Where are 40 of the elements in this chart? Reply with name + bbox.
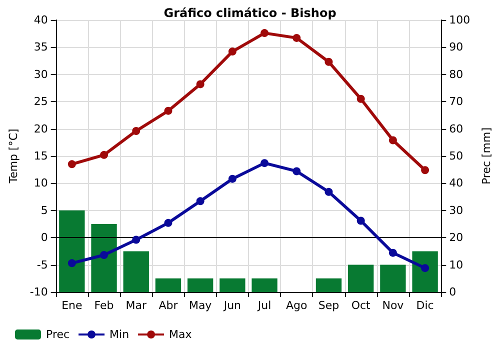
x-tick-label: Mar (126, 299, 147, 312)
x-tick-label: Jul (256, 299, 272, 312)
y-tick-label: -10 (30, 286, 48, 298)
x-tick-label: May (188, 299, 212, 312)
y2-tick-label: 30 (449, 204, 464, 217)
legend-label: Max (169, 328, 192, 341)
x-tick-label: Oct (351, 299, 372, 312)
y-tick-label: 30 (34, 68, 48, 81)
y-axis-title: Temp [°C] (7, 128, 20, 184)
x-tick-label: Abr (158, 299, 178, 312)
y-tick-label: -5 (36, 258, 48, 272)
legend-label: Min (110, 328, 130, 341)
y2-axis-title: Prec [mm] (480, 127, 493, 185)
y-tick-label: 25 (34, 95, 48, 108)
y2-tick-label: 20 (449, 231, 464, 244)
y2-tick-label: 60 (449, 122, 464, 136)
y-tick-label: 10 (34, 176, 48, 190)
y2-tick-label: 40 (449, 176, 464, 190)
x-tick-label: Sep (318, 299, 340, 312)
y-tick-label: 35 (34, 40, 48, 54)
x-tick-label: Ene (62, 299, 82, 312)
y2-tick-label: 100 (449, 14, 470, 26)
y2-tick-label: 50 (449, 150, 464, 162)
x-tick-label: Nov (382, 299, 404, 312)
x-tick-label: Jun (222, 299, 242, 312)
y2-tick-label: 90 (449, 40, 464, 54)
y2-tick-label: 0 (449, 286, 456, 298)
y2-tick-label: 70 (449, 95, 464, 108)
y-tick-label: 20 (34, 122, 48, 136)
y-tick-label: 5 (40, 204, 48, 217)
y-tick-label: 15 (34, 150, 48, 162)
x-tick-label: Dic (416, 299, 434, 312)
y-tick-label: 40 (34, 14, 48, 26)
legend-label: Prec (46, 328, 70, 341)
x-tick-label: Ago (286, 299, 308, 312)
y2-tick-label: 10 (449, 258, 464, 272)
y2-tick-label: 80 (449, 68, 464, 81)
x-tick-label: Feb (94, 299, 114, 312)
y-tick-label: 0 (40, 231, 48, 244)
chart-title: Gráfico climático - Bishop (164, 6, 337, 20)
